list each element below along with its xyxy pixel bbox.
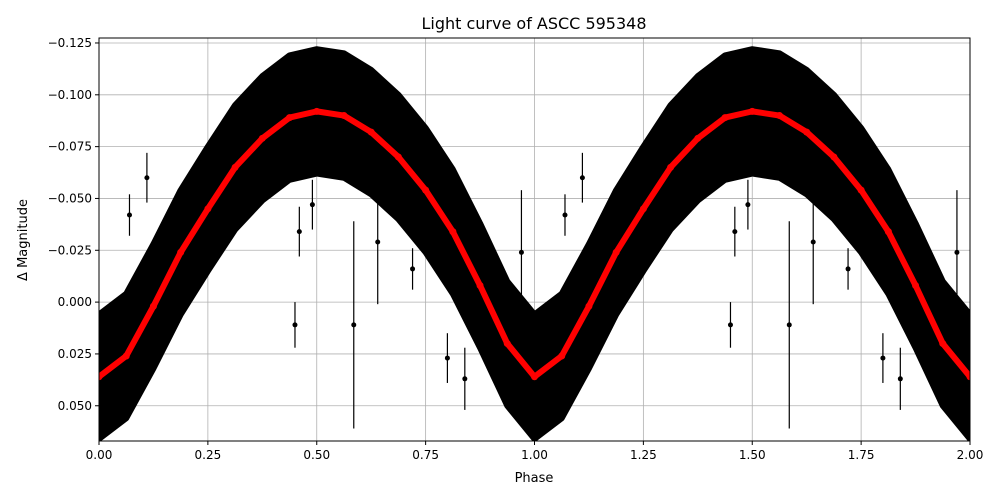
- binned-point: [558, 352, 566, 360]
- x-tick-label: 0.25: [195, 448, 222, 462]
- y-tick-label: −0.100: [48, 88, 92, 102]
- binned-point: [585, 302, 593, 310]
- binned-point: [286, 114, 294, 122]
- observation-point: [296, 229, 302, 235]
- observation-point: [897, 376, 903, 382]
- observation-point: [126, 212, 132, 218]
- y-tick-label: −0.025: [48, 243, 92, 257]
- binned-point: [503, 340, 511, 348]
- binned-point: [476, 282, 484, 290]
- binned-point: [99, 373, 103, 381]
- y-tick-label: −0.125: [48, 36, 92, 50]
- binned-point: [694, 134, 702, 142]
- observation-point: [954, 249, 960, 255]
- binned-point: [531, 373, 538, 381]
- binned-point: [394, 153, 402, 161]
- binned-point: [884, 228, 892, 236]
- binned-point: [803, 128, 811, 136]
- binned-point: [367, 128, 375, 136]
- binned-point: [313, 107, 321, 115]
- observation-point: [786, 322, 792, 328]
- x-tick-label: 1.50: [739, 448, 766, 462]
- plot-frame: [98, 37, 971, 442]
- y-tick-label: −0.050: [48, 191, 92, 205]
- x-tick-label: 0.00: [86, 448, 113, 462]
- binned-point: [830, 153, 838, 161]
- binned-point: [122, 352, 130, 360]
- y-tick-label: −0.075: [48, 140, 92, 154]
- observation-cloud: [99, 46, 970, 441]
- binned-point: [721, 114, 729, 122]
- binned-point: [449, 228, 457, 236]
- observation-point: [880, 355, 886, 361]
- observation-point: [732, 229, 738, 235]
- y-axis-label: Δ Magnitude: [16, 199, 31, 281]
- binned-point: [966, 373, 970, 381]
- binned-point: [204, 205, 212, 213]
- observation-point: [745, 202, 751, 208]
- observation-point: [410, 266, 416, 272]
- observation-point: [144, 175, 150, 181]
- binned-point: [422, 186, 430, 194]
- binned-point: [667, 163, 675, 171]
- binned-point: [639, 205, 647, 213]
- observation-point: [845, 266, 851, 272]
- x-tick-label: 0.50: [303, 448, 330, 462]
- observation-point: [309, 202, 315, 208]
- y-tick-label: 0.000: [58, 295, 92, 309]
- observation-point: [375, 239, 381, 245]
- binned-point: [748, 107, 756, 115]
- observation-point: [444, 355, 450, 361]
- observation-point: [562, 212, 568, 218]
- binned-point: [231, 163, 239, 171]
- binned-point: [612, 248, 620, 256]
- chart-title: Light curve of ASCC 595348: [421, 14, 646, 33]
- binned-point: [340, 112, 348, 120]
- x-tick-label: 1.00: [521, 448, 548, 462]
- binned-point: [939, 340, 947, 348]
- x-tick-label: 1.75: [848, 448, 875, 462]
- observation-point: [727, 322, 733, 328]
- observation-point: [462, 376, 468, 382]
- x-tick-label: 0.75: [412, 448, 439, 462]
- binned-point: [149, 302, 157, 310]
- binned-point: [258, 134, 266, 142]
- observation-point: [351, 322, 357, 328]
- observation-point: [292, 322, 298, 328]
- binned-point: [857, 186, 865, 194]
- x-axis-label: Phase: [515, 471, 554, 486]
- observation-point: [810, 239, 816, 245]
- observation-point: [518, 249, 524, 255]
- binned-point: [177, 248, 185, 256]
- x-tick-label: 2.00: [957, 448, 984, 462]
- binned-point: [912, 282, 920, 290]
- y-tick-label: 0.025: [58, 347, 92, 361]
- binned-point: [775, 112, 783, 120]
- observation-point: [579, 175, 585, 181]
- y-tick-label: 0.050: [58, 399, 92, 413]
- x-tick-label: 1.25: [630, 448, 657, 462]
